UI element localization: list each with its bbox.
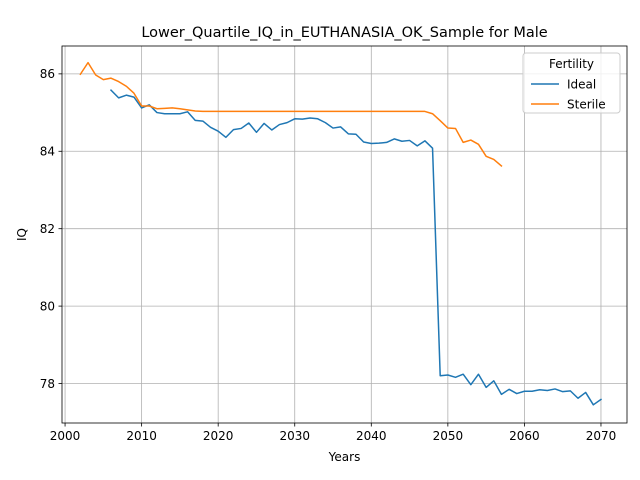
axis-ticks: 2000 2010 2020 2030 2040 2050 2060 2070 78 80 82 84… xyxy=(40,67,617,443)
x-axis-title: Years xyxy=(328,450,361,464)
y-axis-title: IQ xyxy=(15,228,29,241)
y-tick-label: 82 xyxy=(40,222,55,236)
legend-title: Fertility xyxy=(549,57,594,71)
x-tick-label: 2070 xyxy=(586,429,617,443)
plot-frame xyxy=(61,45,628,424)
x-tick-label: 2020 xyxy=(203,429,234,443)
y-tick-label: 80 xyxy=(40,299,55,313)
x-tick-label: 2050 xyxy=(433,429,464,443)
y-tick-label: 86 xyxy=(40,67,55,81)
legend: Fertility Ideal Sterile xyxy=(522,52,621,114)
chart-title: Lower_Quartile_IQ_in_EUTHANASIA_OK_Sampl… xyxy=(141,25,547,41)
legend-label-sterile: Sterile xyxy=(567,97,606,111)
series-lines xyxy=(79,61,603,406)
y-tick-label: 78 xyxy=(40,377,55,391)
legend-entries: Ideal Sterile xyxy=(531,77,606,111)
legend-box xyxy=(522,52,621,114)
x-tick-label: 2000 xyxy=(50,429,81,443)
series-line-ideal xyxy=(109,89,603,406)
x-tick-label: 2030 xyxy=(279,429,310,443)
x-tick-label: 2040 xyxy=(356,429,387,443)
series-line-sterile xyxy=(79,61,503,168)
y-tick-label: 84 xyxy=(40,145,55,159)
x-tick-label: 2010 xyxy=(126,429,157,443)
x-tick-label: 2060 xyxy=(509,429,540,443)
legend-label-ideal: Ideal xyxy=(567,77,596,91)
